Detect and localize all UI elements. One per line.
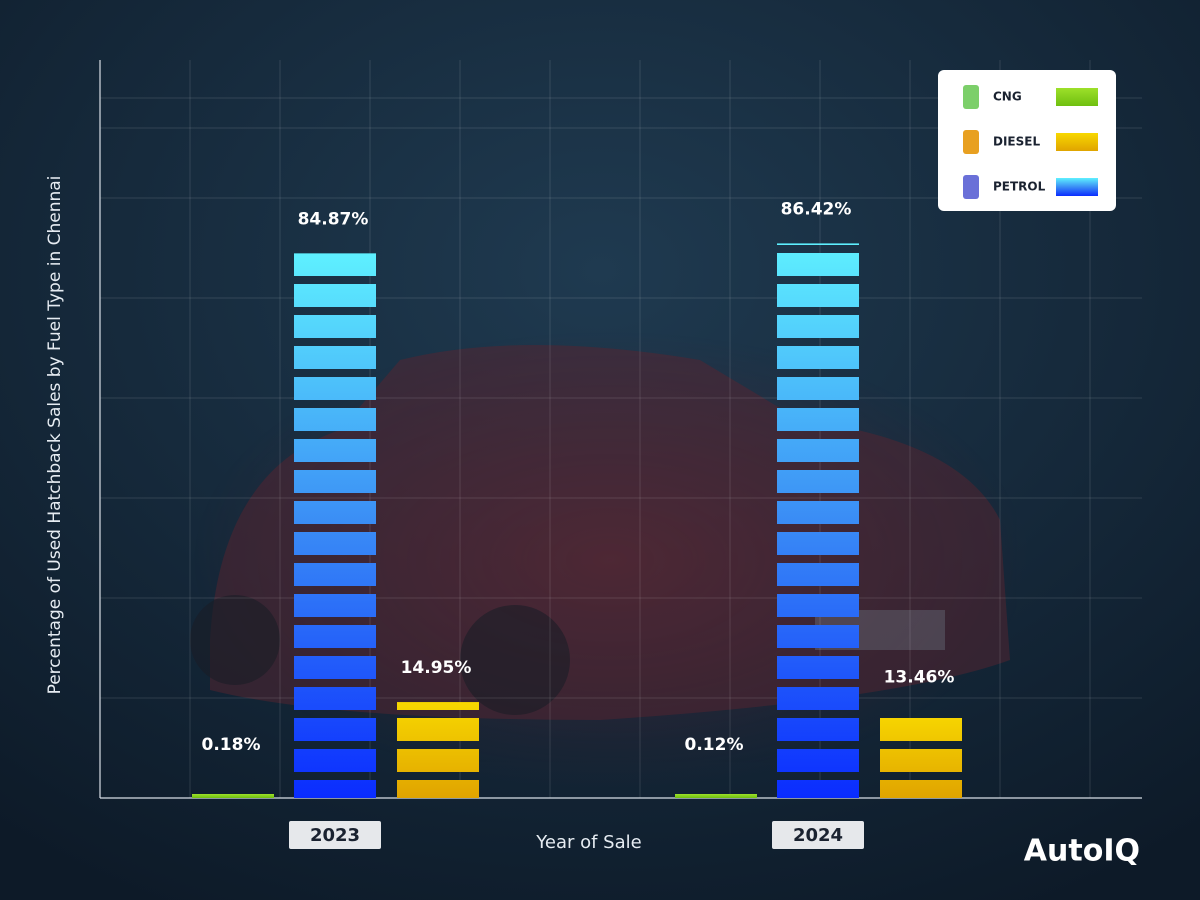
x-tick-box xyxy=(289,821,381,849)
x-axis-label: Year of Sale xyxy=(535,832,641,853)
grid xyxy=(99,60,1142,799)
bar xyxy=(397,702,479,798)
legend-icon xyxy=(963,85,979,109)
brand-logo: AutoIQ xyxy=(1024,834,1140,869)
legend-icon xyxy=(963,130,979,154)
y-axis-label: Percentage of Used Hatchback Sales by Fu… xyxy=(45,176,65,695)
bar xyxy=(192,794,274,798)
legend-swatch xyxy=(1056,178,1098,196)
bar xyxy=(294,253,376,798)
x-tick-label: 2023 xyxy=(310,825,360,846)
legend-swatch xyxy=(1056,133,1098,151)
legend-label: PETROL xyxy=(993,180,1046,194)
data-label: 0.18% xyxy=(202,735,261,755)
data-label: 0.12% xyxy=(685,735,744,755)
bar xyxy=(777,243,859,798)
legend-icon xyxy=(963,175,979,199)
data-label: 13.46% xyxy=(884,668,955,688)
x-tick-box xyxy=(772,821,864,849)
bar xyxy=(880,711,962,798)
legend-swatch xyxy=(1056,88,1098,106)
legend-label: DIESEL xyxy=(993,135,1040,149)
data-label: 86.42% xyxy=(781,199,852,219)
data-label: 84.87% xyxy=(298,209,369,229)
x-tick-label: 2024 xyxy=(793,825,843,846)
bar xyxy=(675,794,757,798)
legend-label: CNG xyxy=(993,90,1022,104)
plot-area: 2023 2024 0.18% 0.12% 14.95% 13.46% 84.87% 86.4… xyxy=(192,199,962,849)
legend: CNG DIESEL PETROL xyxy=(938,70,1116,211)
data-label: 14.95% xyxy=(401,658,472,678)
